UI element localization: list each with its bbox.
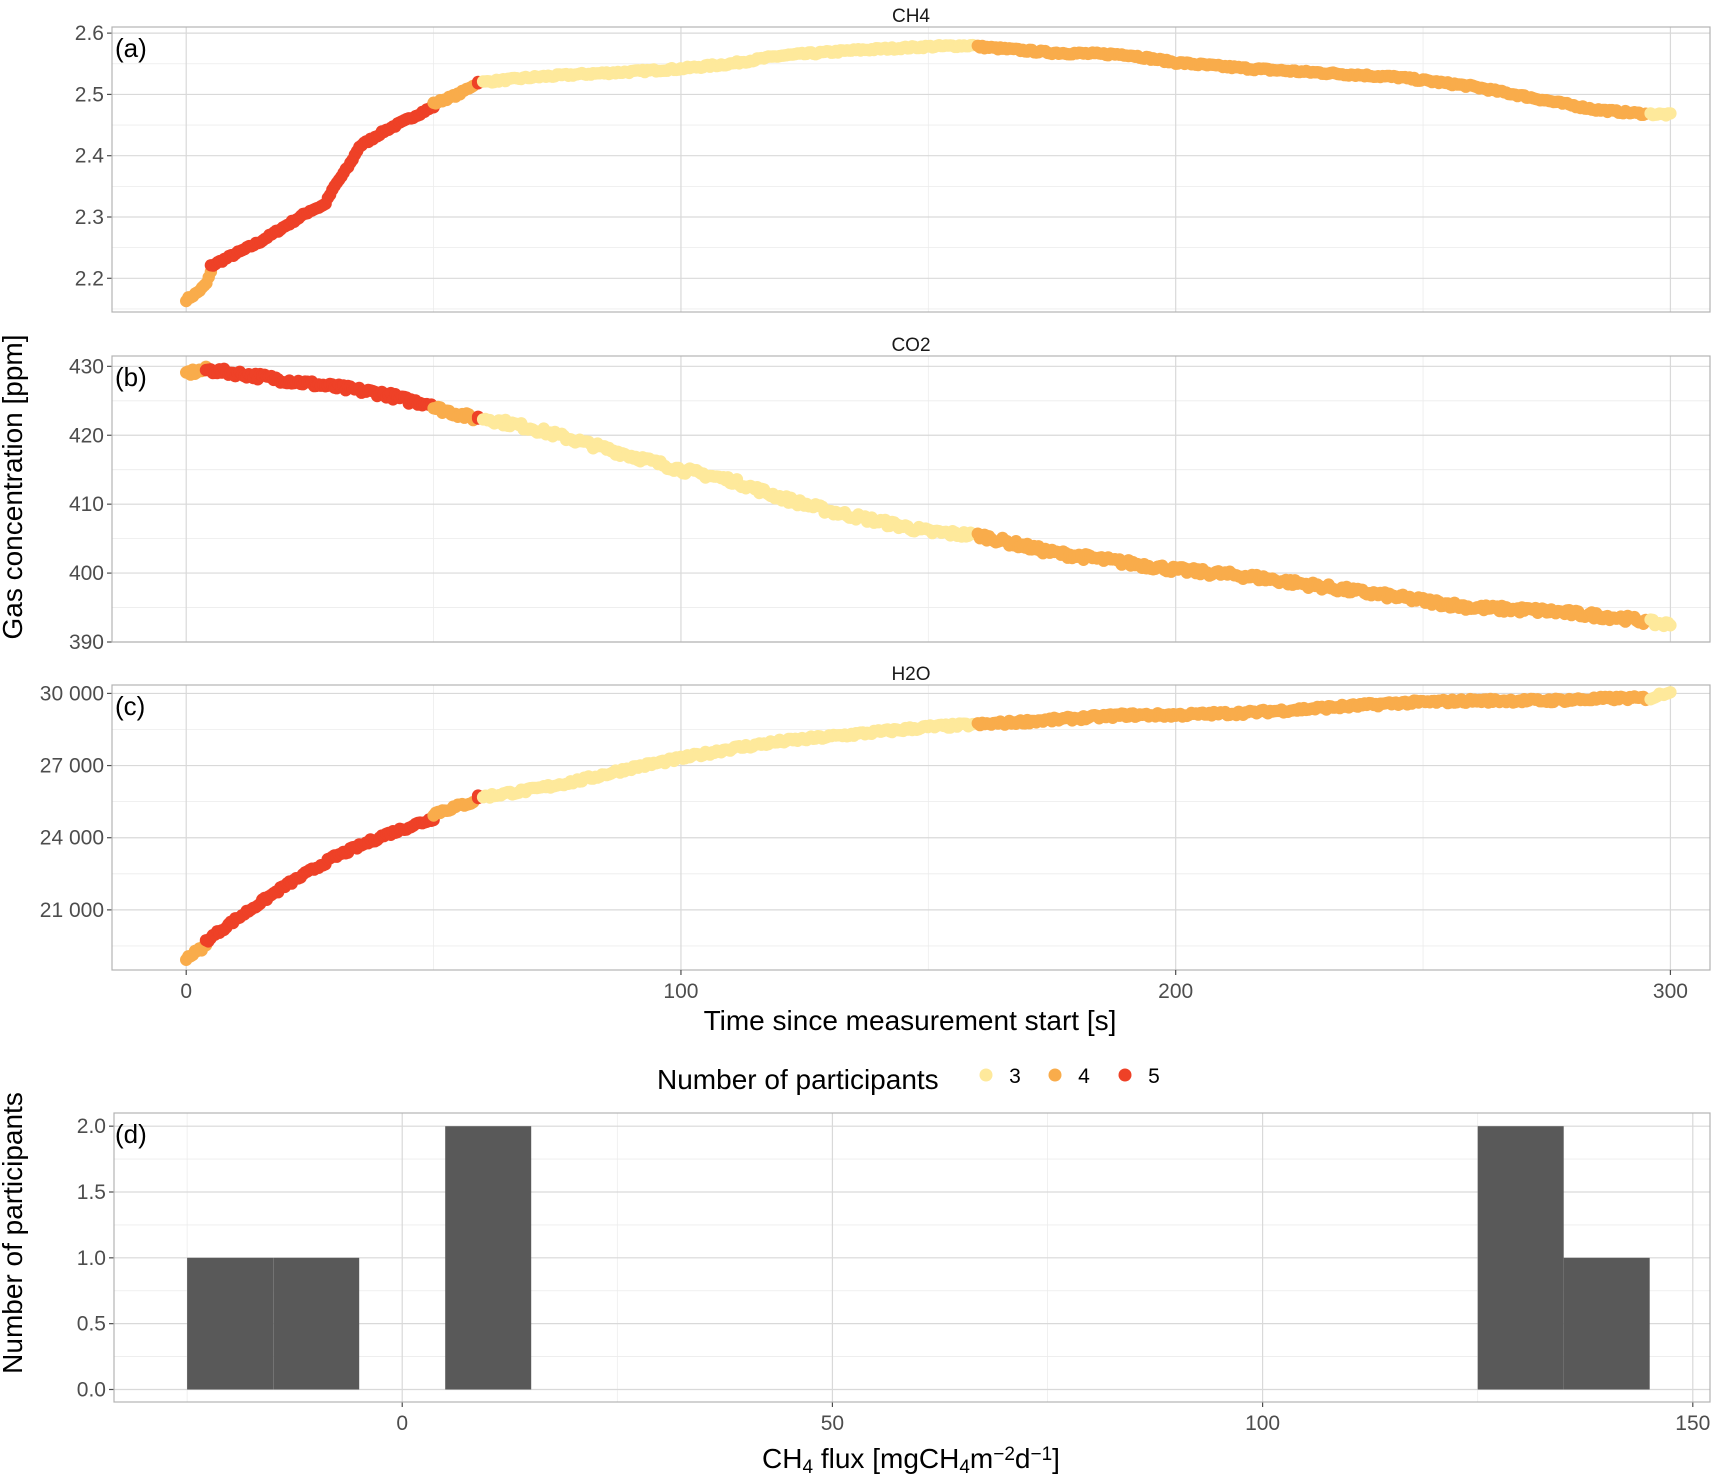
x-tick-label: 0 [396,1412,408,1435]
hist-x-axis-title-part: 4 [959,1457,970,1476]
legend-label-3: 3 [1009,1065,1021,1088]
data-point [1664,619,1677,632]
y-tick-label: 0.5 [77,1313,106,1336]
panel-frame [113,1112,1711,1403]
y-tick-label: 2.3 [75,206,104,229]
panel-frame [111,355,1711,643]
histogram-bar [1477,1126,1564,1390]
y-tick-label: 21 000 [40,899,104,922]
legend-key-3 [979,1068,993,1082]
histogram-panel: 0 50 100 150 0.0 0.5 1.0 1.5 2.0 (d) [77,1112,1711,1435]
hist-x-axis-title-part: −2 [993,1444,1015,1465]
panel-frame [111,684,1711,971]
panel-h2o: H2O 21 000 24 000 27 000 30 000 (c) [40,664,1711,971]
histogram-bar [1563,1257,1650,1390]
data-points [180,38,1677,308]
y-tick-label: 2.2 [75,267,104,290]
time-x-axis: 0 100 200 300 [180,970,1688,1003]
panel-title: H2O [891,664,930,685]
x-tick-label: 100 [663,980,698,1003]
y-tick-label: 1.5 [77,1181,106,1204]
scatter-panels: CH4 2.2 2.3 2.4 2.5 2.6 (a) CO2 390 400 410 420 430 (… [40,6,1711,971]
panel-frame [111,26,1711,313]
histogram-bar [273,1257,360,1390]
y-tick-label: 1.0 [77,1247,106,1270]
panel-co2: CO2 390 400 410 420 430 (b) [69,335,1711,654]
histogram-bar [445,1126,532,1390]
panel-tag: (a) [115,33,147,63]
panel-tag: (b) [115,362,147,392]
hist-x-axis-title-part: −1 [1030,1444,1052,1465]
y-tick-label: 420 [69,424,104,447]
panel-ch4: CH4 2.2 2.3 2.4 2.5 2.6 (a) [75,6,1711,313]
x-tick-label: 0 [180,980,192,1003]
y-tick-label: 410 [69,493,104,516]
panel-tag: (d) [115,1119,147,1149]
y-tick-label: 24 000 [40,827,104,850]
data-points [180,686,1677,966]
y-axis-title: Gas concentration [ppm] [0,334,28,639]
legend: Number of participants 3 4 5 [657,1064,1160,1095]
data-point [1664,686,1677,699]
y-tick-label: 2.6 [75,22,104,45]
panel-title: CO2 [891,335,930,356]
y-tick-label: 0.0 [77,1378,106,1401]
panel-tag: (c) [115,691,145,721]
histogram-bar [187,1257,274,1390]
hist-x-axis-title-part: m [970,1443,993,1474]
y-tick-label: 2.0 [77,1115,106,1138]
legend-label-4: 4 [1078,1065,1090,1088]
data-points [180,360,1677,633]
data-point [1664,107,1677,120]
x-tick-label: 300 [1653,980,1688,1003]
y-tick-label: 390 [69,631,104,654]
time-axis-title: Time since measurement start [s] [704,1005,1117,1036]
y-tick-label: 30 000 [40,682,104,705]
hist-x-axis-title: CH4 flux [mgCH4m−2d−1] [762,1443,1060,1476]
y-tick-label: 2.4 [75,145,105,168]
hist-x-axis-title-part: d [1015,1443,1031,1474]
hist-x-axis-title-part: flux [mgCH [813,1443,959,1474]
legend-label-5: 5 [1148,1065,1160,1088]
hist-y-axis-title: Number of participants [0,1092,28,1374]
hist-x-axis-title-part: ] [1052,1443,1060,1474]
x-tick-label: 150 [1675,1412,1710,1435]
panel-title: CH4 [892,6,930,27]
x-tick-label: 200 [1158,980,1193,1003]
y-tick-label: 430 [69,355,104,378]
x-tick-label: 100 [1245,1412,1280,1435]
y-tick-label: 2.5 [75,83,104,106]
x-tick-label: 50 [821,1412,844,1435]
hist-x-axis-title-part: 4 [803,1457,814,1476]
y-tick-label: 27 000 [40,755,104,778]
hist-x-axis-title-part: CH [762,1443,802,1474]
legend-key-4 [1048,1068,1062,1082]
legend-key-5 [1118,1068,1132,1082]
y-tick-label: 400 [69,562,104,585]
legend-title: Number of participants [657,1064,939,1095]
